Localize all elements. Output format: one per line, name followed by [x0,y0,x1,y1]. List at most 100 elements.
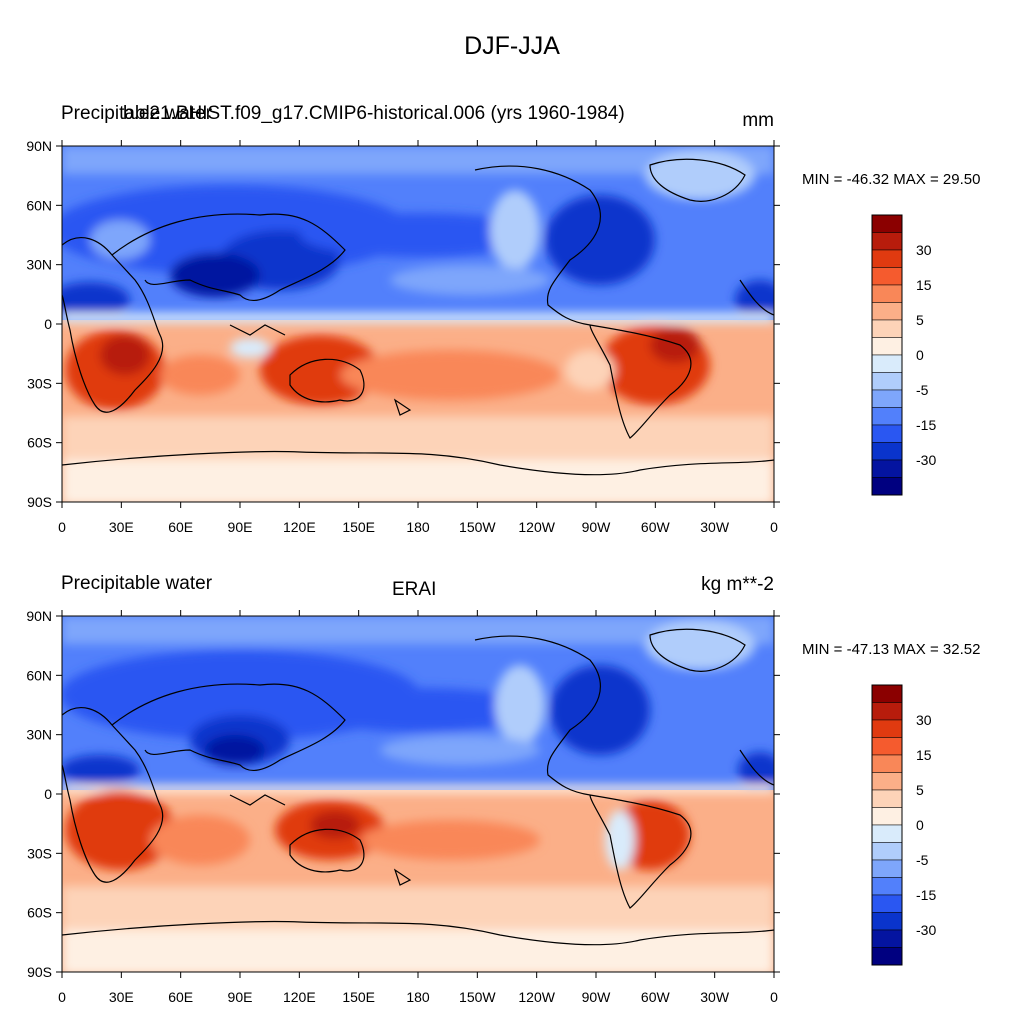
lon-tick-label: 150W [459,989,496,1005]
colorbar-swatch [871,894,903,913]
colorbar-swatch [871,947,903,966]
lon-tick-label: 30W [700,989,730,1005]
lat-tick-label: 60S [27,905,52,921]
colorbar-swatch [871,789,903,808]
colorbar-swatch [871,859,903,878]
colorbar-swatch [871,302,903,321]
colorbar-label: 5 [916,782,924,798]
lon-tick-label: 120E [283,989,316,1005]
lat-tick-label: 0 [44,316,52,332]
panel2-lon-axis: 0 30E 60E 90E 120E 150E 180 150W 120W 90W 60W 30W 0 [58,610,778,1005]
colorbar-label: 30 [916,712,932,728]
colorbar-swatch [871,337,903,356]
colorbar-swatch [871,477,903,496]
panel2-center-title: ERAI [392,579,437,600]
panel1-colorbar: 30 15 5 0 -5 -15 -30 [871,214,936,496]
lat-tick-label: 60S [27,435,52,451]
panel1-lon-axis: 0 30E 60E 90E 120E 150E 180 150W 120W 90W 60W 30W 0 [58,140,778,535]
lon-tick-label: 60E [168,989,193,1005]
lon-tick-label: 150W [459,519,496,535]
colorbar-swatch [871,807,903,826]
colorbar-label: 15 [916,277,932,293]
lon-tick-label: 180 [406,989,430,1005]
colorbar-swatch [871,319,903,338]
panel1-units: mm [742,110,774,131]
lon-tick-label: 120W [518,519,555,535]
colorbar-swatch [871,424,903,443]
lon-tick-label: 150E [342,989,375,1005]
colorbar-swatch [871,754,903,773]
panel1-lat-axis: 90N 60N 30N 0 30S 60S 90S [26,138,780,510]
colorbar-swatch [871,929,903,948]
colorbar-swatch [871,719,903,738]
colorbar-swatch [871,912,903,931]
colorbar-swatch [871,354,903,373]
lat-tick-label: 30S [27,375,52,391]
colorbar-swatch [871,232,903,251]
lon-tick-label: 60W [641,989,671,1005]
colorbar-swatch [871,389,903,408]
colorbar-label: -15 [916,887,936,903]
lon-tick-label: 0 [58,989,66,1005]
colorbar-label: 30 [916,242,932,258]
lat-tick-label: 90N [26,608,52,624]
colorbar-label: -30 [916,922,936,938]
lat-tick-label: 60N [26,667,52,683]
colorbar-swatch [871,684,903,703]
colorbar-swatch [871,267,903,286]
colorbar-swatch [871,702,903,721]
colorbar-label: -30 [916,452,936,468]
lon-tick-label: 0 [770,519,778,535]
colorbar-swatch [871,372,903,391]
lon-tick-label: 30W [700,519,730,535]
lon-tick-label: 90E [228,519,253,535]
lon-tick-label: 0 [58,519,66,535]
colorbar-label: 15 [916,747,932,763]
lon-tick-label: 30E [109,989,134,1005]
lon-tick-label: 150E [342,519,375,535]
lat-tick-label: 30N [26,257,52,273]
colorbar-swatch [871,772,903,791]
colorbar-label: -5 [916,852,929,868]
colorbar-swatch [871,214,903,233]
lon-tick-label: 90W [582,519,612,535]
panel2-lat-axis: 90N 60N 30N 0 30S 60S 90S [26,608,780,980]
colorbar-swatch [871,407,903,426]
colorbar-label: -15 [916,417,936,433]
colorbar-swatch [871,442,903,461]
lon-tick-label: 60E [168,519,193,535]
panel1-min-max: MIN = -46.32 MAX = 29.50 [802,171,981,188]
colorbar-swatch [871,842,903,861]
colorbar-swatch [871,824,903,843]
lat-tick-label: 30N [26,727,52,743]
lat-tick-label: 90S [27,494,52,510]
lat-tick-label: 0 [44,786,52,802]
lat-tick-label: 90N [26,138,52,154]
panel2-map: 90N 60N 30N 0 30S 60S 90S 0 30E 60E 90E 120E 150E 18… [26,608,780,1005]
lat-tick-label: 60N [26,197,52,213]
lon-tick-label: 90W [582,989,612,1005]
lon-tick-label: 60W [641,519,671,535]
panel2-min-max: MIN = -47.13 MAX = 32.52 [802,641,981,658]
lon-tick-label: 180 [406,519,430,535]
lat-tick-label: 90S [27,964,52,980]
lon-tick-label: 120W [518,989,555,1005]
colorbar-label: 0 [916,817,924,833]
lon-tick-label: 90E [228,989,253,1005]
colorbar-swatch [871,249,903,268]
panel1-left-title: Precipitable water [61,103,213,124]
colorbar-label: -5 [916,382,929,398]
colorbar-label: 0 [916,347,924,363]
colorbar-swatch [871,877,903,896]
lon-tick-label: 120E [283,519,316,535]
lat-tick-label: 30S [27,845,52,861]
figure-title: DJF-JJA [464,32,560,60]
panel1-center-title: b.e21.BHIST.f09_g17.CMIP6-historical.006… [123,103,625,124]
panel2-units: kg m**-2 [701,574,774,595]
lon-tick-label: 30E [109,519,134,535]
colorbar-swatch [871,737,903,756]
panel2-left-title: Precipitable water [61,573,213,594]
colorbar-label: 5 [916,312,924,328]
colorbar-swatch [871,284,903,303]
panel1-map: 90N 60N 30N 0 30S 60S 90S 0 30E 60E 90E 120E 150E 18… [26,138,780,535]
